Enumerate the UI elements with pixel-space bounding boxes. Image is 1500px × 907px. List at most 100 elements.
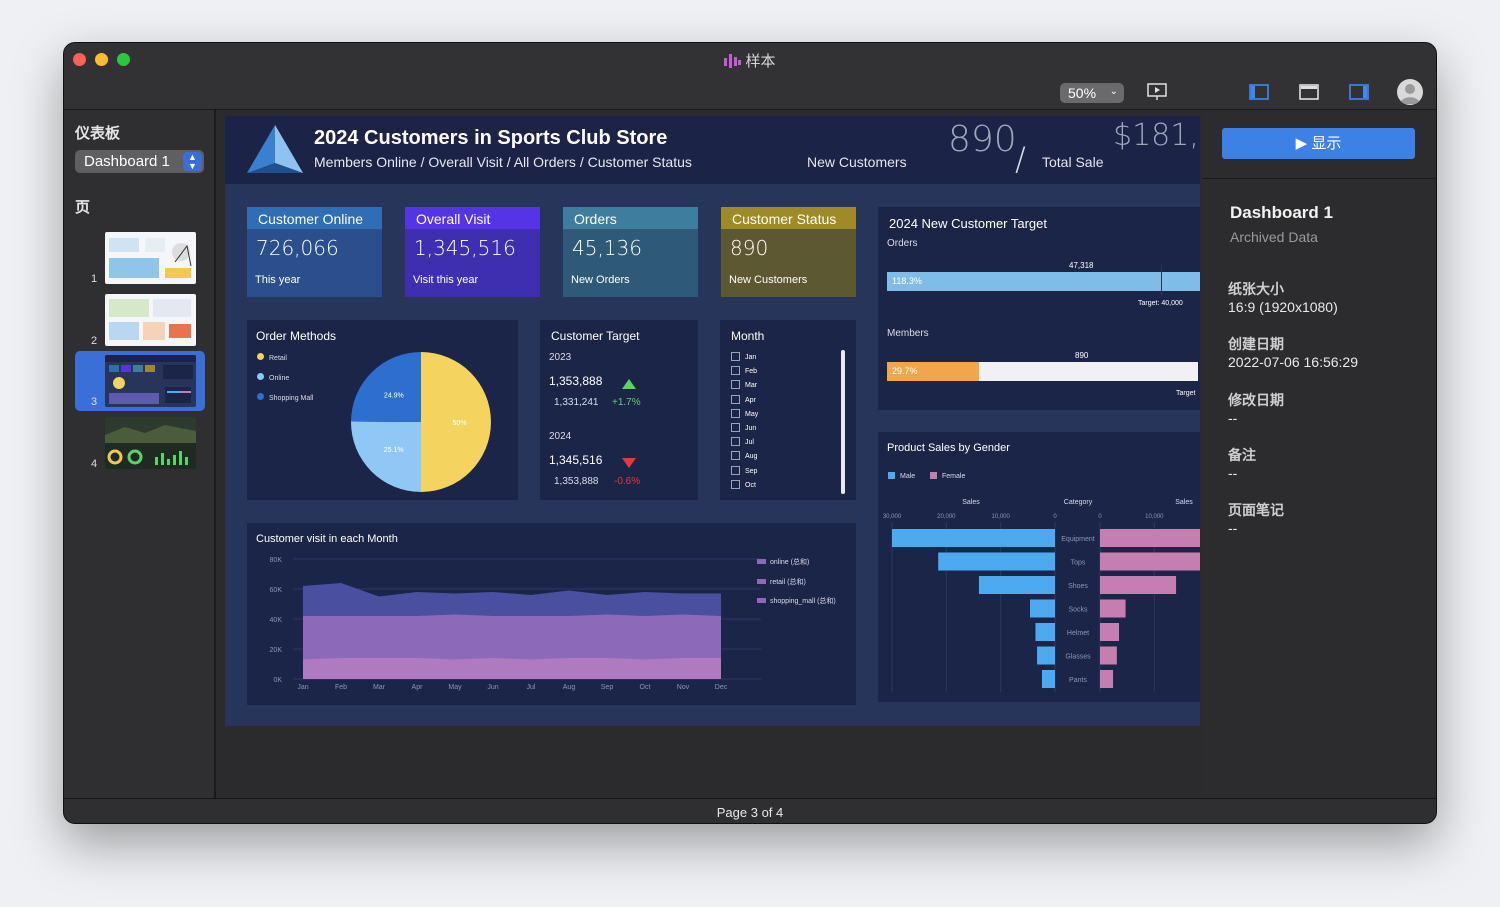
month-checkbox-feb[interactable]: Feb [731, 366, 757, 378]
user-avatar[interactable] [1397, 79, 1423, 105]
checkbox[interactable] [731, 408, 740, 418]
checkbox[interactable] [731, 380, 740, 390]
page-thumbnail-4[interactable]: 4 [75, 413, 205, 473]
page-notes-value: -- [1228, 520, 1238, 536]
paper-size-label: 纸张大小 [1228, 281, 1284, 297]
pyramid-logo-icon [247, 125, 303, 173]
female-bar [1100, 670, 1114, 688]
customer-target-panel: Customer Target 2023 1,353,888 1,331,241… [540, 320, 698, 500]
checkbox[interactable] [731, 479, 740, 489]
y-tick-label: 60K [270, 587, 283, 594]
kpi-card-header: Customer Online [247, 207, 382, 229]
kpi-card-header: Overall Visit [405, 207, 540, 229]
month-checkbox-jan[interactable]: Jan [731, 352, 756, 364]
page-indicator: Page 3 of 4 [716, 805, 784, 820]
dashboard-select[interactable]: Dashboard 1 ▲ ▼ [75, 150, 204, 173]
legend-label: Retail [269, 355, 287, 362]
male-bar [1041, 670, 1055, 688]
x-tick-label: Nov [677, 684, 690, 691]
checkbox[interactable] [731, 394, 740, 404]
page-preview-image [105, 417, 196, 469]
notes-label: 备注 [1228, 447, 1256, 463]
month-checkbox-jun[interactable]: Jun [731, 423, 756, 435]
dashboard-title: 2024 Customers in Sports Club Store [314, 127, 668, 149]
modified-date-label: 修改日期 [1228, 392, 1284, 408]
top-bar-toggle-icon[interactable] [1299, 83, 1319, 101]
dashboard-sidebar: 仪表板 Dashboard 1 ▲ ▼ 页 1 2 3 4 [64, 110, 216, 798]
month-label: Feb [745, 368, 758, 376]
female-bar [1100, 623, 1120, 641]
legend-label: Shopping Mall [269, 395, 314, 402]
month-filter-panel: Month Jan Feb Mar Apr May Jun Jul Aug Sep Oct [720, 320, 856, 500]
legend-swatch [257, 393, 264, 400]
legend-item: shopping_mall (总和) [757, 596, 836, 606]
pages-label: 页 [75, 199, 91, 216]
legend-label: online (总和) [770, 559, 810, 566]
legend-item: online (总和) [757, 557, 809, 567]
x-tick-label: Jul [527, 684, 536, 691]
minimize-window-button[interactable] [95, 53, 108, 66]
members-target-label: Target [1176, 390, 1196, 397]
left-sidebar-toggle-icon[interactable] [1249, 83, 1269, 101]
gender-sales-butterfly-chart: Sales Category Sales 30,000 20,000 10,000 0 0 10… [883, 499, 1200, 692]
details-divider [1202, 178, 1436, 179]
kpi-card-overall-visit: Overall Visit 1,345,516 Visit this year [405, 207, 540, 297]
stepper-icon: ▲ ▼ [183, 152, 202, 171]
close-window-button[interactable] [73, 53, 86, 66]
female-bar [1100, 529, 1200, 547]
present-icon[interactable] [1147, 83, 1167, 101]
y-tick-label: 0K [273, 677, 282, 684]
user-icon [1400, 84, 1420, 104]
checkbox[interactable] [731, 437, 740, 447]
kpi-card-footer: This year [255, 274, 301, 286]
checkbox[interactable] [731, 366, 740, 376]
month-label: Jan [745, 354, 757, 361]
month-checkbox-mar[interactable]: Mar [731, 380, 757, 392]
right-sidebar-toggle-icon[interactable] [1349, 83, 1369, 101]
month-checkbox-sep[interactable]: Sep [731, 465, 757, 478]
column-header: Sales [1175, 499, 1193, 506]
kpi-card-value: 726,066 [256, 236, 339, 260]
legend-item: Online [257, 373, 289, 382]
legend-item: retail (总和) [757, 577, 806, 587]
checkbox[interactable] [731, 451, 740, 461]
month-checkbox-oct[interactable]: Oct [731, 479, 756, 492]
orders-target-label: Target: 40,000 [1138, 300, 1183, 307]
dashboard-select-value: Dashboard 1 [84, 153, 170, 170]
orders-bar-value: 47,318 [1069, 261, 1094, 270]
category-label: Shoes [1068, 583, 1088, 590]
page-thumbnail-2[interactable]: 2 [75, 290, 205, 350]
zoom-select[interactable]: 50% ⌄ [1060, 83, 1124, 103]
checkbox[interactable] [731, 465, 740, 475]
legend-swatch [888, 472, 895, 479]
category-label: Helmet [1067, 630, 1089, 637]
month-checkbox-apr[interactable]: Apr [731, 394, 756, 407]
column-header: Category [1064, 499, 1093, 506]
kpi-card-customer-status: Customer Status 890 New Customers [721, 207, 856, 297]
kpi-card-footer: New Customers [729, 274, 808, 286]
month-checkbox-jul[interactable]: Jul [731, 437, 754, 449]
dashboard-canvas: 2024 Customers in Sports Club Store Memb… [218, 110, 1200, 798]
month-checkbox-aug[interactable]: Aug [731, 451, 757, 463]
page-thumbnail-1[interactable]: 1 [75, 228, 205, 288]
month-checkbox-may[interactable]: May [731, 408, 758, 421]
x-tick-label: Oct [640, 684, 651, 691]
checkbox[interactable] [731, 423, 740, 432]
gender-sales-panel: Product Sales by Gender Male Female Sales… [878, 432, 1200, 702]
show-button[interactable]: ▶ 显示 [1222, 128, 1415, 159]
orders-progress-bar [887, 272, 1200, 291]
total-sale-value: $181,1 [1113, 118, 1200, 153]
show-button-label: 显示 [1311, 135, 1342, 152]
month-list-scrollbar[interactable] [841, 350, 845, 494]
page-thumbnail-3[interactable]: 3 [75, 351, 205, 411]
legend-item: Male [888, 472, 915, 480]
month-label: Jul [745, 439, 754, 447]
page-number: 3 [91, 396, 98, 408]
x-tick-label: Dec [715, 684, 728, 691]
zoom-window-button[interactable] [117, 53, 130, 66]
checkbox[interactable] [731, 352, 740, 361]
x-tick-label: 10,000 [991, 514, 1010, 520]
x-tick-label: Mar [373, 684, 386, 691]
x-tick-label: 10,000 [1145, 514, 1164, 520]
month-label: Mar [745, 382, 758, 390]
